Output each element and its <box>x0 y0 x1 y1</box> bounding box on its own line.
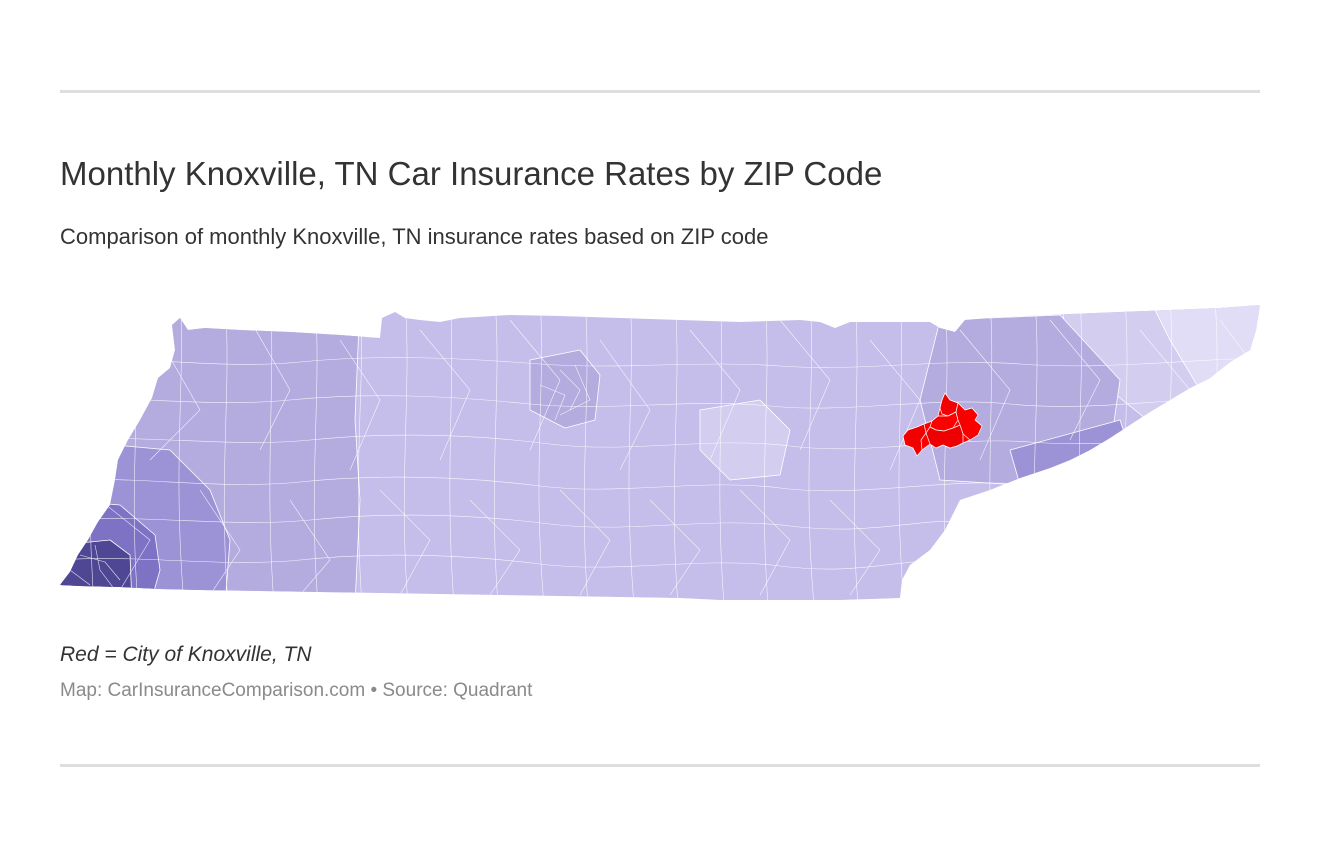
top-divider <box>60 90 1260 93</box>
chart-title: Monthly Knoxville, TN Car Insurance Rate… <box>60 155 883 192</box>
zone-cumberland-plateau <box>699 399 791 481</box>
legend-note: Red = City of Knoxville, TN <box>60 643 312 666</box>
knoxville-zip-west <box>902 423 927 457</box>
bottom-divider <box>60 764 1260 767</box>
source-credit: Map: CarInsuranceComparison.com • Source… <box>60 680 533 701</box>
knoxville-zip-south <box>925 424 964 449</box>
zip-boundaries <box>60 305 1260 600</box>
chart-subtitle: Comparison of monthly Knoxville, TN insu… <box>60 224 769 249</box>
tennessee-zip-map <box>60 305 1260 600</box>
knoxville-highlight <box>902 392 983 457</box>
knoxville-zip-east <box>955 402 983 441</box>
